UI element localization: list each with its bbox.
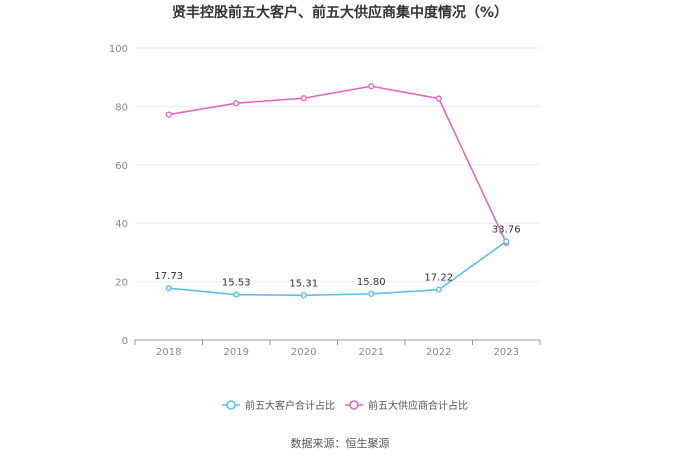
y-tick-label: 60	[115, 161, 128, 172]
x-axis: 2018 2019 2020 2021 2022 2023	[134, 339, 541, 358]
data-label: 17.22	[424, 273, 453, 284]
data-label: 15.31	[289, 278, 318, 289]
data-label: 17.73	[154, 271, 183, 282]
data-point	[435, 286, 442, 293]
series-layer	[165, 83, 510, 299]
x-tick-label: 2019	[224, 347, 249, 358]
data-point	[368, 290, 375, 297]
x-tick-label: 2018	[156, 347, 181, 358]
series-line	[168, 85, 507, 244]
y-tick-label: 40	[115, 219, 128, 230]
legend-swatch-marker	[226, 400, 236, 410]
x-tick-label: 2023	[494, 347, 519, 358]
data-label: 15.53	[222, 278, 251, 289]
data-point	[165, 111, 172, 118]
y-tick-label: 20	[115, 278, 128, 289]
source-note: 数据来源：恒生聚源	[291, 436, 390, 450]
data-point	[435, 95, 442, 102]
chart-title: 贤丰控股前五大客户、前五大供应商集中度情况（%）	[172, 4, 508, 21]
x-tick-label: 2022	[426, 347, 451, 358]
data-point	[233, 291, 240, 298]
legend[interactable]: 前五大客户合计占比 前五大供应商合计占比	[222, 399, 468, 412]
legend-label: 前五大供应商合计占比	[368, 399, 468, 412]
legend-item[interactable]: 前五大客户合计占比	[222, 399, 335, 412]
legend-swatch-marker	[349, 400, 359, 410]
y-tick-label: 80	[115, 102, 128, 113]
data-point	[300, 292, 307, 299]
data-point	[503, 238, 510, 245]
grid	[135, 47, 540, 283]
data-labels: 17.73 15.53 15.31 15.80 17.22 33.76	[154, 224, 520, 289]
data-point	[300, 95, 307, 102]
data-label: 33.76	[492, 224, 521, 235]
x-tick-label: 2021	[359, 347, 384, 358]
y-axis: 0 20 40 60 80 100	[109, 44, 128, 347]
legend-item[interactable]: 前五大供应商合计占比	[345, 399, 468, 412]
data-label: 15.80	[357, 277, 386, 288]
series-line	[168, 240, 507, 297]
legend-label: 前五大客户合计占比	[245, 399, 335, 412]
data-point	[233, 100, 240, 107]
y-tick-label: 0	[122, 336, 128, 347]
data-point	[368, 83, 375, 90]
data-point	[165, 285, 172, 292]
y-tick-label: 100	[109, 44, 128, 55]
x-tick-label: 2020	[291, 347, 316, 358]
